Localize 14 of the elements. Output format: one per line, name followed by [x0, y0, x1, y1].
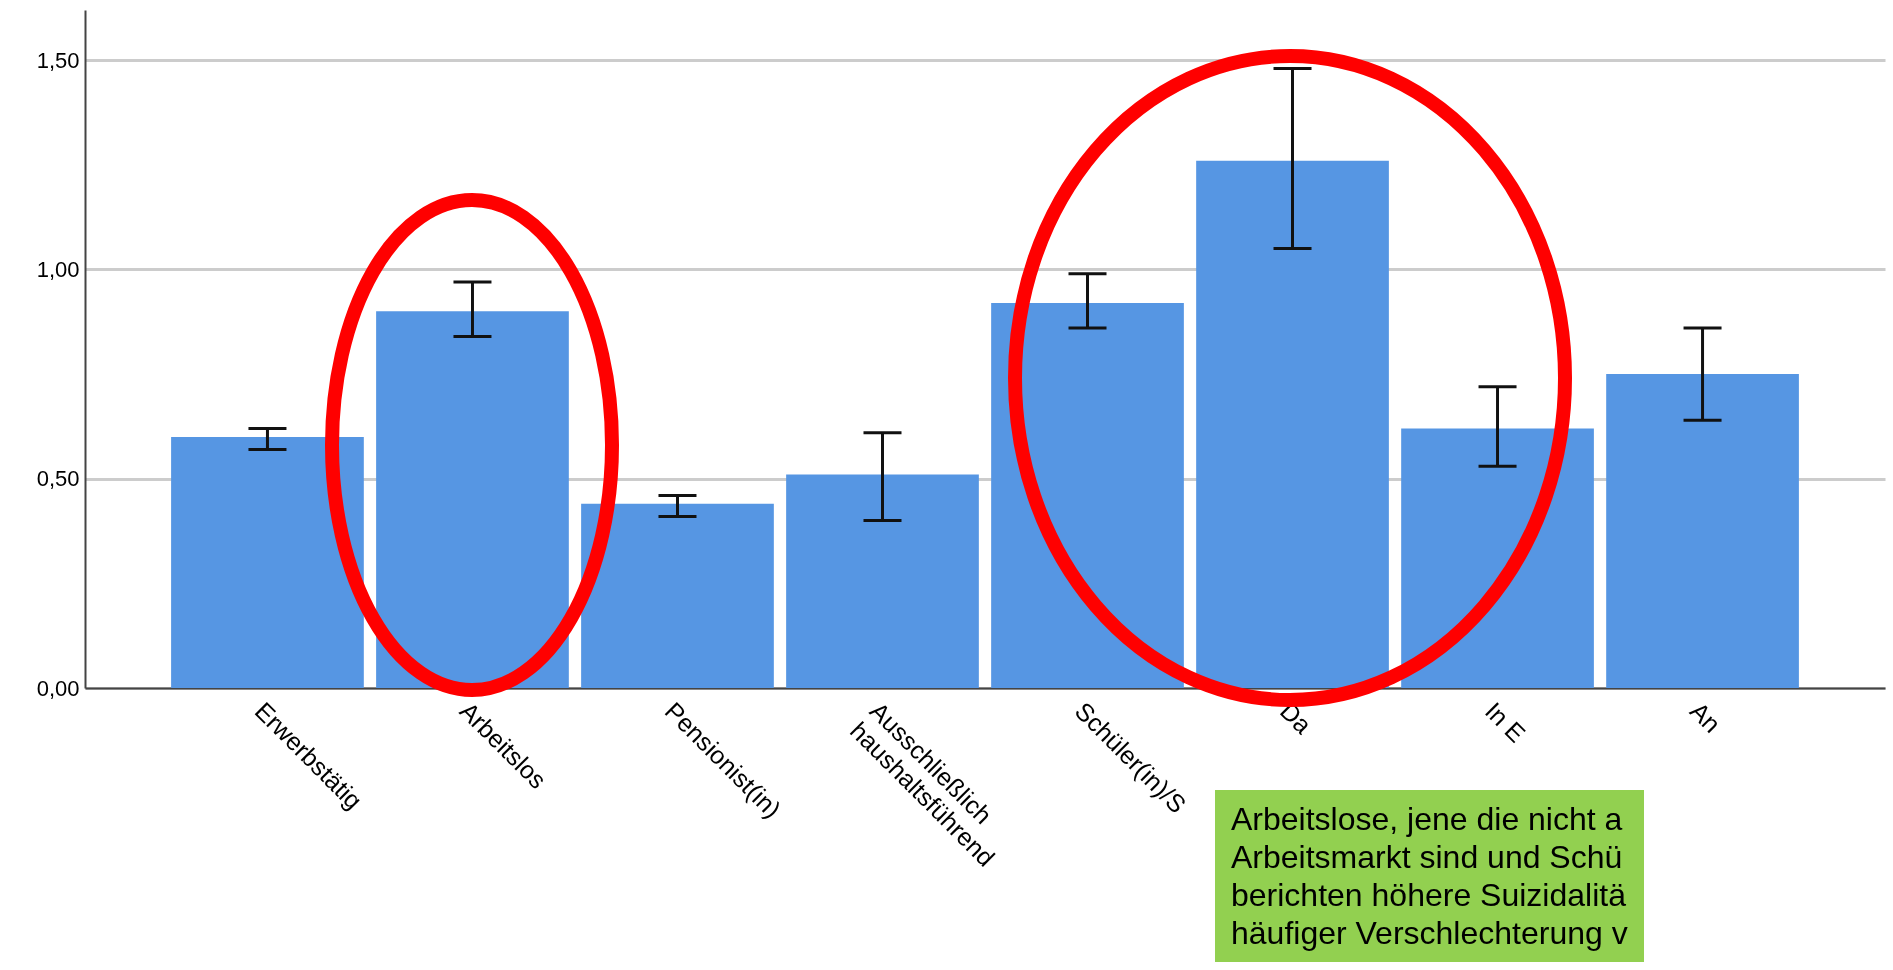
- bar: [581, 503, 774, 688]
- x-tick-label: An: [1684, 696, 1727, 738]
- bar: [1401, 428, 1594, 688]
- bar: [171, 436, 364, 688]
- bar: [786, 474, 979, 688]
- y-tick-label: 1,00: [36, 256, 80, 282]
- bar: [376, 311, 569, 688]
- text: Arbeitslose, jene die nicht a Arbeitsmarkt sind und Schü berichten höhere Suizidalitä häufiger Verschlechterung v: [1215, 790, 1644, 962]
- y-tick-label: 1,50: [36, 47, 80, 73]
- bar: [991, 302, 1184, 688]
- y-tick-label: 0,50: [36, 466, 80, 492]
- x-tick-label: In E: [1479, 696, 1532, 748]
- y-tick-label: 0,00: [36, 675, 80, 701]
- bar: [1606, 374, 1799, 688]
